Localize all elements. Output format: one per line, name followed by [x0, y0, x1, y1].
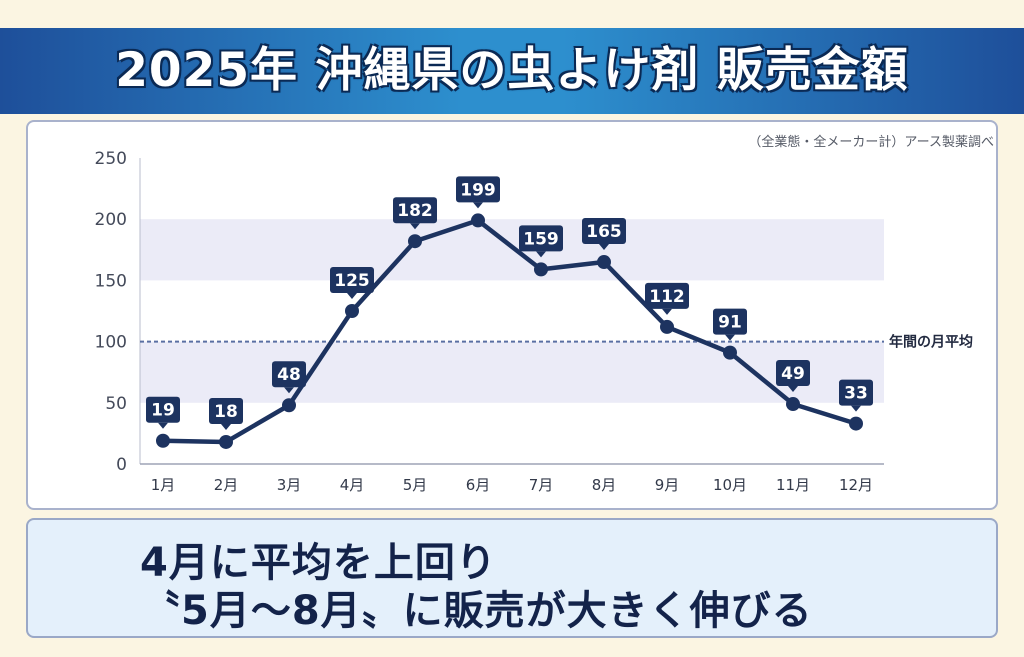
line-chart: 0 50 100 150 200 250 1月 2月 3月 4月 5月 6月 7月 8月 9月 10月 11月 1…: [95, 149, 973, 494]
source-note: （全業態・全メーカー計）アース製薬調べ: [748, 135, 994, 150]
y-tick-label: 0: [116, 455, 127, 475]
data-label: 199: [460, 180, 496, 200]
x-tick-label: 5月: [403, 476, 428, 494]
data-label: 182: [397, 201, 433, 221]
y-tick-label: 100: [95, 333, 127, 353]
data-label: 19: [151, 401, 175, 421]
x-tick-label: 2月: [214, 476, 239, 494]
x-tick-label: 1月: [151, 476, 176, 494]
average-line-label: 年間の月平均: [889, 334, 973, 351]
y-tick-label: 200: [95, 210, 127, 230]
x-tick-label: 3月: [277, 476, 302, 494]
data-label-pointer: [158, 422, 168, 429]
data-label-pointer: [473, 202, 483, 209]
data-point: [534, 262, 548, 277]
summary-panel: [26, 518, 998, 638]
data-label-pointer: [788, 386, 798, 393]
series-line: [162, 218, 857, 445]
data-label-box: [519, 225, 563, 252]
data-label-pointer: [725, 334, 735, 341]
data-label: 159: [523, 229, 559, 249]
x-tick-label: 4月: [340, 476, 365, 494]
page-title: 2025年 沖縄県の虫よけ剤 販売金額: [115, 43, 909, 98]
summary-line-2: 〝5月〜8月〟に販売が大きく伸びる: [140, 588, 813, 634]
data-label: 112: [649, 287, 685, 307]
x-tick-label: 6月: [466, 476, 491, 494]
data-point: [282, 398, 296, 413]
data-label-pointer: [221, 423, 231, 430]
data-label-pointer: [662, 308, 672, 315]
data-point: [408, 234, 422, 249]
x-tick-label: 11月: [776, 476, 810, 494]
grid-band: [140, 219, 884, 281]
data-label-pointer: [536, 251, 546, 258]
x-tick-label: 8月: [592, 476, 617, 494]
data-label-box: [713, 308, 747, 335]
data-label-box: [146, 396, 180, 423]
data-label: 48: [277, 365, 301, 385]
data-point: [345, 304, 359, 318]
data-label: 18: [214, 402, 238, 422]
data-point: [786, 397, 800, 412]
data-label: 125: [334, 271, 370, 291]
data-label-box: [209, 397, 243, 424]
data-point: [156, 433, 170, 448]
data-label-box: [456, 176, 500, 203]
x-tick-label: 9月: [655, 476, 680, 494]
data-label: 165: [586, 222, 622, 242]
x-tick-label: 7月: [529, 476, 554, 494]
data-label-pointer: [410, 223, 420, 230]
y-tick-label: 250: [95, 149, 127, 169]
data-label-box: [582, 218, 626, 245]
chart-panel: [26, 120, 998, 510]
data-label-box: [776, 360, 810, 387]
data-label: 33: [844, 384, 868, 404]
data-label-box: [272, 361, 306, 388]
data-point: [849, 416, 863, 431]
data-label-box: [330, 267, 374, 293]
data-label-pointer: [599, 244, 609, 251]
data-label-pointer: [284, 387, 294, 394]
x-tick-label: 12月: [839, 476, 873, 494]
y-tick-label: 150: [95, 271, 127, 291]
data-point: [219, 434, 233, 449]
data-point: [723, 345, 737, 360]
data-label-box: [839, 379, 873, 406]
data-label-box: [645, 282, 689, 309]
data-point: [471, 213, 485, 228]
data-label: 49: [781, 364, 805, 384]
data-point: [597, 255, 611, 270]
data-label: 91: [718, 313, 742, 333]
data-label-pointer: [851, 405, 861, 412]
x-tick-label: 10月: [713, 476, 747, 494]
data-point: [660, 319, 674, 334]
summary-line-1: 4月に平均を上回り: [140, 540, 497, 586]
grid-band: [140, 341, 884, 403]
data-label-box: [393, 197, 437, 224]
data-label-pointer: [347, 293, 357, 299]
title-banner: 2025年 沖縄県の虫よけ剤 販売金額: [0, 28, 1024, 114]
y-tick-label: 50: [105, 394, 127, 414]
